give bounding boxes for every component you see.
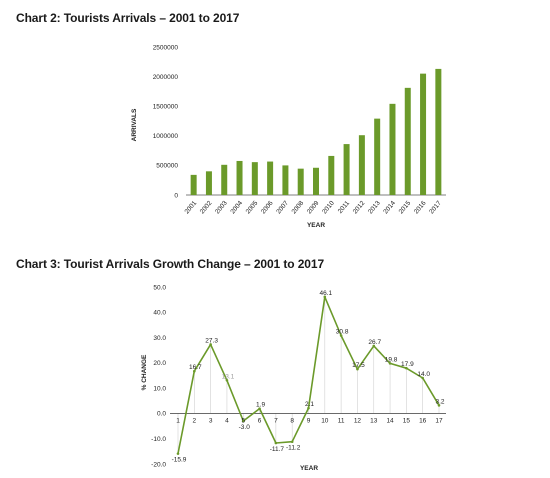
- y-tick-label: 0.0: [157, 411, 166, 418]
- data-point: [209, 343, 212, 346]
- x-tick-label: 13: [370, 417, 378, 424]
- data-label: -11.7: [270, 446, 285, 453]
- bar: [343, 144, 350, 195]
- data-label: 17.5: [352, 362, 365, 369]
- x-tick-label: 1: [176, 417, 180, 424]
- data-point: [356, 367, 359, 371]
- bar: [389, 103, 396, 195]
- bar-chart-title: Chart 2: Tourists Arrivals – 2001 to 201…: [16, 11, 240, 25]
- series-line: [177, 296, 440, 454]
- data-point: [307, 406, 310, 410]
- bar: [374, 118, 381, 195]
- x-tick-label: 17: [435, 417, 443, 424]
- y-tick-label: -20.0: [151, 461, 166, 468]
- y-tick-label: 20.0: [153, 360, 166, 367]
- y-axis-title: ARRIVALS: [131, 108, 138, 141]
- data-point: [339, 334, 343, 337]
- data-label: 27.3: [205, 337, 218, 344]
- data-point: [437, 404, 441, 407]
- data-label: 3.2: [435, 398, 444, 405]
- x-tick-label: 16: [419, 417, 427, 424]
- data-point: [258, 407, 261, 410]
- x-tick-label: 6: [258, 417, 262, 424]
- y-tick-label: 1500000: [153, 104, 179, 111]
- x-tick-label: 12: [354, 417, 362, 424]
- y-tick-label: 2000000: [153, 74, 179, 81]
- x-tick-label: 9: [307, 417, 311, 424]
- x-tick-label: 4: [225, 417, 229, 424]
- data-point: [421, 376, 424, 380]
- x-tick-label: 11: [338, 417, 345, 424]
- data-label: 46.1: [319, 290, 332, 297]
- data-label: 30.8: [336, 329, 349, 336]
- bar: [328, 155, 335, 195]
- line-chart-title: Chart 3: Tourist Arrivals Growth Change …: [16, 257, 325, 271]
- x-tick-label: 5: [241, 417, 245, 424]
- bar: [267, 161, 274, 195]
- y-tick-label: 30.0: [153, 335, 166, 342]
- y-tick-label: 10.0: [153, 385, 166, 392]
- data-point: [372, 344, 376, 348]
- data-point: [225, 379, 229, 382]
- x-axis-title: YEAR: [307, 222, 325, 229]
- data-label: 16.7: [189, 364, 202, 371]
- x-tick-label: 3: [209, 417, 213, 424]
- bar: [190, 174, 197, 195]
- bar: [313, 167, 319, 195]
- data-label: 2.1: [305, 401, 314, 408]
- data-point: [274, 441, 278, 445]
- data-point: [323, 295, 327, 299]
- bar: [221, 164, 228, 195]
- y-tick-label: 2500000: [153, 44, 179, 51]
- bar: [251, 162, 258, 195]
- data-point: [290, 440, 294, 444]
- data-label: 14.0: [417, 371, 430, 378]
- y-axis-title: % CHANGE: [141, 354, 148, 390]
- data-point: [241, 419, 245, 423]
- bar: [420, 73, 427, 195]
- x-tick-label: 14: [386, 417, 394, 424]
- x-tick-label: 10: [321, 417, 329, 424]
- data-point: [193, 369, 196, 373]
- data-label: 17.9: [401, 361, 414, 368]
- bar: [297, 168, 304, 195]
- x-tick-label: 8: [290, 417, 294, 424]
- y-tick-label: 1000000: [153, 133, 179, 140]
- data-label: -3.0: [239, 424, 251, 431]
- bar: [435, 68, 442, 195]
- x-tick-label: 7: [274, 417, 278, 424]
- data-point: [176, 452, 180, 455]
- data-point: [388, 362, 392, 365]
- bar: [205, 171, 212, 195]
- data-label: -11.2: [286, 445, 301, 452]
- data-label: -15.9: [172, 457, 187, 464]
- bar: [282, 165, 289, 195]
- bar: [358, 135, 365, 195]
- y-tick-label: 50.0: [153, 284, 166, 291]
- bar: [236, 160, 243, 195]
- x-tick-label: 2: [193, 417, 197, 424]
- x-tick-label: 15: [403, 417, 411, 424]
- data-label: 13.1: [222, 373, 235, 380]
- x-axis-title: YEAR: [300, 465, 318, 472]
- data-label: 1.9: [256, 402, 265, 409]
- y-tick-label: 0: [174, 192, 178, 199]
- data-label: 19.8: [385, 356, 398, 363]
- y-tick-label: 40.0: [153, 310, 166, 317]
- data-point: [405, 366, 408, 370]
- y-tick-label: -10.0: [151, 436, 166, 443]
- y-tick-label: 500000: [156, 163, 178, 170]
- bar: [404, 87, 411, 195]
- data-label: 26.7: [368, 339, 381, 346]
